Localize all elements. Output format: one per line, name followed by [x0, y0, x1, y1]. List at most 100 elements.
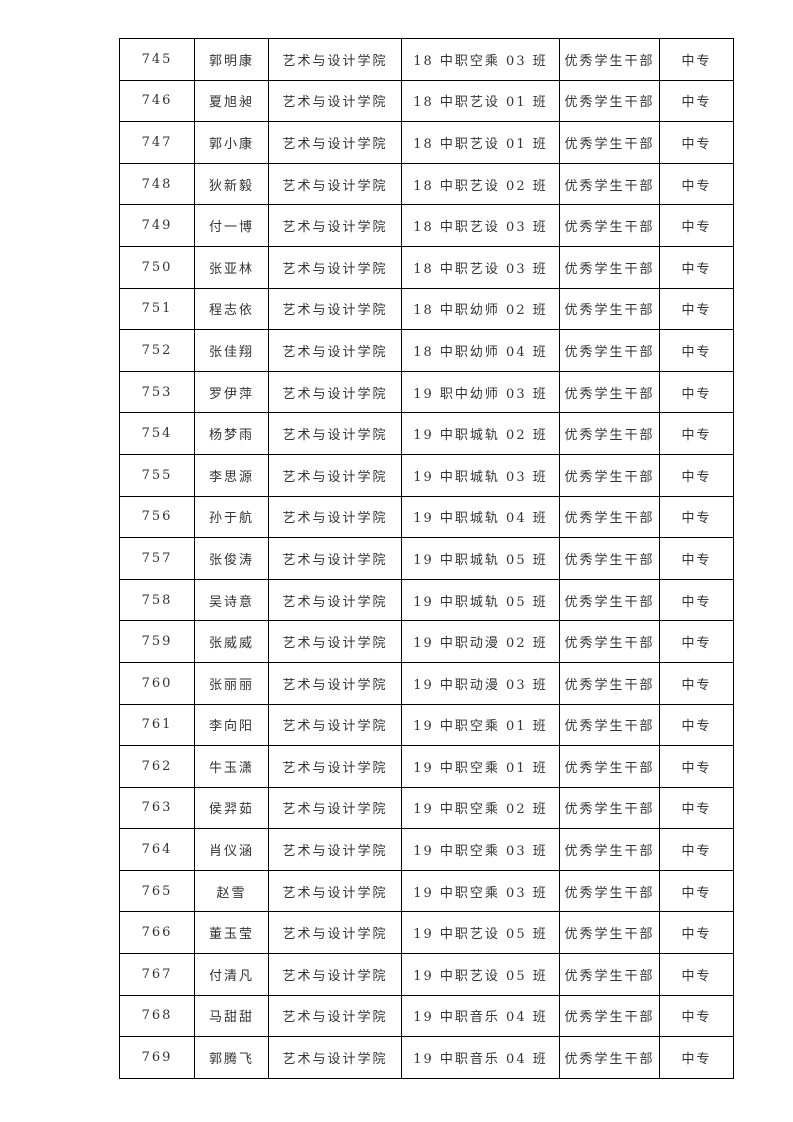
serial-number-cell: 764 [119, 828, 195, 871]
student-name-cell: 李思源 [194, 453, 269, 497]
class-cell: 19 中职城轨 02 班 [401, 412, 560, 455]
college-cell: 艺术与设计学院 [268, 453, 402, 497]
college-cell: 艺术与设计学院 [268, 1036, 402, 1079]
table-row: 758 吴诗意 艺术与设计学院 19 中职城轨 05 班优秀学生干部 中专 [119, 578, 734, 622]
student-name-cell: 付清凡 [194, 953, 269, 996]
level-cell: 中专 [659, 661, 734, 705]
award-cell: 优秀学生干部 [559, 453, 660, 497]
table-row: 749 付一博 艺术与设计学院 18 中职艺设 03 班优秀学生干部 中专 [119, 204, 734, 247]
table-row: 753 罗伊萍 艺术与设计学院 19 职中幼师 03 班优秀学生干部 中专 [119, 370, 734, 414]
award-cell: 优秀学生干部 [559, 1036, 660, 1079]
table-row: 751 程志依 艺术与设计学院 18 中职幼师 02 班优秀学生干部 中专 [119, 287, 734, 331]
level-cell: 中专 [659, 620, 734, 663]
table-body: 745 郭明康 艺术与设计学院 18 中职空乘 03 班优秀学生干部 中专 746 夏旭昶艺… [119, 38, 734, 1079]
serial-number-cell: 763 [119, 786, 195, 830]
level-cell: 中专 [659, 38, 734, 81]
level-cell: 中专 [659, 537, 734, 580]
student-name-cell: 牛玉潇 [194, 745, 269, 788]
award-cell: 优秀学生干部 [559, 412, 660, 455]
serial-number-cell: 768 [119, 994, 195, 1038]
award-cell: 优秀学生干部 [559, 578, 660, 622]
level-cell: 中专 [659, 453, 734, 497]
serial-number-cell: 755 [119, 453, 195, 497]
table-row: 764 肖仪涵 艺术与设计学院 19 中职空乘 03 班优秀学生干部 中专 [119, 828, 734, 871]
class-cell: 19 中职动漫 03 班 [401, 661, 560, 705]
table-row: 747 郭小康 艺术与设计学院 18 中职艺设 01 班优秀学生干部 中专 [119, 121, 734, 164]
level-cell: 中专 [659, 828, 734, 871]
serial-number-cell: 766 [119, 911, 195, 955]
award-cell: 优秀学生干部 [559, 620, 660, 663]
class-cell: 19 中职空乘 02 班 [401, 786, 560, 830]
serial-number-cell: 753 [119, 370, 195, 414]
student-name-cell: 付一博 [194, 204, 269, 247]
student-name-cell: 赵雪 [194, 869, 269, 913]
award-cell: 优秀学生干部 [559, 287, 660, 331]
level-cell: 中专 [659, 245, 734, 289]
table-row: 748 狄新毅 艺术与设计学院 18 中职艺设 02 班优秀学生干部 中专 [119, 162, 734, 206]
award-cell: 优秀学生干部 [559, 953, 660, 996]
class-cell: 18 中职艺设 01 班 [401, 79, 560, 123]
class-cell: 19 中职音乐 04 班 [401, 994, 560, 1038]
student-name-cell: 杨梦雨 [194, 412, 269, 455]
college-cell: 艺术与设计学院 [268, 495, 402, 539]
college-cell: 艺术与设计学院 [268, 745, 402, 788]
college-cell: 艺术与设计学院 [268, 620, 402, 663]
class-cell: 19 中职城轨 04 班 [401, 495, 560, 539]
award-cell: 优秀学生干部 [559, 121, 660, 164]
class-cell: 19 中职音乐 04 班 [401, 1036, 560, 1079]
class-cell: 19 中职动漫 02 班 [401, 620, 560, 663]
class-cell: 18 中职幼师 02 班 [401, 287, 560, 331]
level-cell: 中专 [659, 412, 734, 455]
award-cell: 优秀学生干部 [559, 204, 660, 247]
serial-number-cell: 745 [119, 38, 195, 81]
serial-number-cell: 761 [119, 703, 195, 747]
serial-number-cell: 758 [119, 578, 195, 622]
level-cell: 中专 [659, 162, 734, 206]
college-cell: 艺术与设计学院 [268, 162, 402, 206]
level-cell: 中专 [659, 703, 734, 747]
college-cell: 艺术与设计学院 [268, 412, 402, 455]
award-cell: 优秀学生干部 [559, 869, 660, 913]
class-cell: 18 中职幼师 04 班 [401, 329, 560, 372]
serial-number-cell: 765 [119, 869, 195, 913]
serial-number-cell: 757 [119, 537, 195, 580]
award-cell: 优秀学生干部 [559, 38, 660, 81]
table-row: 750 张亚林 艺术与设计学院 18 中职艺设 03 班优秀学生干部 中专 [119, 245, 734, 289]
student-name-cell: 罗伊萍 [194, 370, 269, 414]
serial-number-cell: 759 [119, 620, 195, 663]
class-cell: 19 中职艺设 05 班 [401, 911, 560, 955]
level-cell: 中专 [659, 869, 734, 913]
level-cell: 中专 [659, 1036, 734, 1079]
serial-number-cell: 747 [119, 121, 195, 164]
award-cell: 优秀学生干部 [559, 911, 660, 955]
award-cell: 优秀学生干部 [559, 786, 660, 830]
award-cell: 优秀学生干部 [559, 828, 660, 871]
table-row: 754 杨梦雨 艺术与设计学院 19 中职城轨 02 班优秀学生干部 中专 [119, 412, 734, 455]
level-cell: 中专 [659, 329, 734, 372]
student-name-cell: 孙于航 [194, 495, 269, 539]
award-cell: 优秀学生干部 [559, 495, 660, 539]
level-cell: 中专 [659, 994, 734, 1038]
student-name-cell: 侯羿茹 [194, 786, 269, 830]
college-cell: 艺术与设计学院 [268, 287, 402, 331]
table-row: 756 孙于航 艺术与设计学院 19 中职城轨 04 班优秀学生干部 中专 [119, 495, 734, 539]
college-cell: 艺术与设计学院 [268, 79, 402, 123]
college-cell: 艺术与设计学院 [268, 204, 402, 247]
table-row: 757 张俊涛 艺术与设计学院 19 中职城轨 05 班优秀学生干部 中专 [119, 537, 734, 580]
student-name-cell: 狄新毅 [194, 162, 269, 206]
level-cell: 中专 [659, 911, 734, 955]
college-cell: 艺术与设计学院 [268, 994, 402, 1038]
level-cell: 中专 [659, 578, 734, 622]
college-cell: 艺术与设计学院 [268, 703, 402, 747]
class-cell: 19 中职空乘 03 班 [401, 828, 560, 871]
level-cell: 中专 [659, 370, 734, 414]
student-name-cell: 马甜甜 [194, 994, 269, 1038]
college-cell: 艺术与设计学院 [268, 661, 402, 705]
student-name-cell: 张佳翔 [194, 329, 269, 372]
table-row: 760 张丽丽 艺术与设计学院 19 中职动漫 03 班优秀学生干部 中专 [119, 661, 734, 705]
award-cell: 优秀学生干部 [559, 245, 660, 289]
student-name-cell: 董玉莹 [194, 911, 269, 955]
award-list-table: 745 郭明康 艺术与设计学院 18 中职空乘 03 班优秀学生干部 中专 746 夏旭昶艺… [119, 38, 734, 1079]
college-cell: 艺术与设计学院 [268, 786, 402, 830]
table-row: 762 牛玉潇 艺术与设计学院 19 中职空乘 01 班优秀学生干部 中专 [119, 745, 734, 788]
